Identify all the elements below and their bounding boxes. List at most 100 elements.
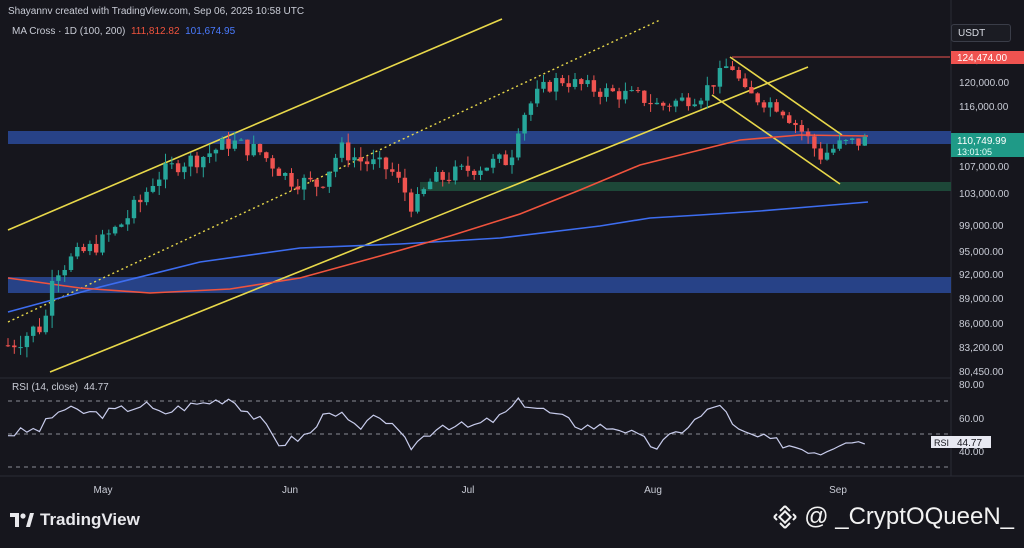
indicator-legend[interactable]: MA Cross · 1D (100, 200) 111,812.82 101,… [12,26,235,37]
candle-body-56 [358,157,363,162]
candle-body-12 [81,246,86,252]
candle-body-80 [509,157,515,166]
price-tick-label: 103,000.00 [959,189,1009,200]
ath-price-label: 124,474.00 [957,53,1007,64]
candle-body-5 [37,326,42,333]
candle-body-3 [24,335,30,348]
candle-body-35 [226,138,231,149]
candle-body-48 [308,177,313,180]
falling-wedge-upper [729,56,843,136]
candle-body-68 [434,171,439,182]
candle-body-97 [616,91,622,100]
demand-zone [420,182,951,191]
countdown-label: 13:01:05 [957,147,992,157]
candle-body-78 [497,154,502,159]
tradingview-logo[interactable]: TradingView [10,510,140,530]
candle-body-74 [472,170,477,175]
price-tick-label: 99,000.00 [959,221,1004,232]
candle-body-75 [478,170,483,175]
candle-body-108 [686,97,691,107]
candle-body-47 [301,177,307,190]
candle-body-89 [566,83,571,87]
time-axis-label: Jul [462,485,475,496]
candle-body-19 [125,218,130,225]
candle-body-36 [232,140,237,149]
candle-body-128 [812,136,817,149]
time-axis-label: Jun [282,485,298,496]
candle-body-0 [5,345,11,347]
price-tick-label: 92,000.00 [959,270,1004,281]
candle-body-72 [459,165,464,167]
candle-body-122 [774,102,779,112]
candle-body-37 [238,139,244,141]
candle-body-111 [705,85,710,101]
candle-body-65 [415,193,420,212]
rsi-line [7,396,866,456]
candle-body-124 [787,115,792,123]
candle-body-77 [490,158,496,168]
credit-line: Shayannv created with TradingView.com, S… [8,6,305,17]
candle-body-133 [843,139,849,141]
candle-body-38 [245,139,250,156]
candle-body-34 [220,138,225,150]
resistance-zone [8,131,951,144]
price-tick-label: 80,450.00 [959,367,1004,378]
candle-body-76 [484,167,489,171]
candle-body-118 [749,87,754,94]
candle-body-90 [572,79,578,87]
time-axis-label: Aug [644,485,662,496]
candle-body-66 [421,189,426,194]
candle-body-54 [346,142,351,161]
candle-body-101 [642,90,647,103]
rsi-legend[interactable]: RSI (14, close) 44.77 [12,382,109,393]
channel-upper-line [7,18,503,231]
candle-body-121 [768,102,773,108]
candle-body-17 [112,226,118,234]
binance-icon [773,505,797,529]
candle-body-92 [585,80,590,85]
candle-body-84 [535,88,540,104]
candle-body-82 [522,114,527,134]
candles-group [5,58,867,358]
candle-body-51 [327,171,332,187]
candle-body-44 [283,173,288,176]
candle-body-102 [648,102,653,105]
candle-body-23 [150,185,156,192]
candle-body-88 [560,78,565,84]
candle-body-95 [604,88,609,97]
candle-body-42 [270,158,275,169]
candle-body-73 [465,165,471,171]
candle-body-8 [56,275,61,281]
candle-body-25 [163,163,168,180]
candle-body-136 [862,136,867,146]
candle-body-11 [75,246,80,257]
price-tick-label: 83,200.00 [959,343,1004,354]
rsi-badge-name: RSI [934,438,949,448]
candle-body-29 [188,155,193,167]
candle-body-15 [100,234,105,253]
candle-body-103 [654,102,660,105]
candle-body-132 [837,140,842,149]
candle-body-112 [711,85,716,87]
candle-body-79 [503,154,508,166]
candle-body-94 [598,91,603,97]
rsi-tick-label: 40.00 [959,447,984,458]
indicator-name: MA Cross · 1D (100, 200) [12,26,126,37]
ma200-line [7,201,869,313]
rsi-badge-value-bg [951,436,991,448]
candle-body-57 [364,161,370,165]
candle-body-10 [68,256,74,270]
falling-wedge-lower [711,94,841,185]
currency-button[interactable]: USDT [951,24,1011,42]
candle-body-100 [635,90,641,92]
support-zone [8,277,951,293]
ma100-line [7,134,869,294]
candle-body-135 [856,138,861,146]
candle-body-27 [175,163,181,173]
price-tick-label: 89,000.00 [959,294,1004,305]
ma100-value: 111,812.82 [130,26,180,37]
candle-body-127 [805,131,811,137]
candle-body-50 [320,186,326,188]
candle-body-134 [850,138,855,140]
